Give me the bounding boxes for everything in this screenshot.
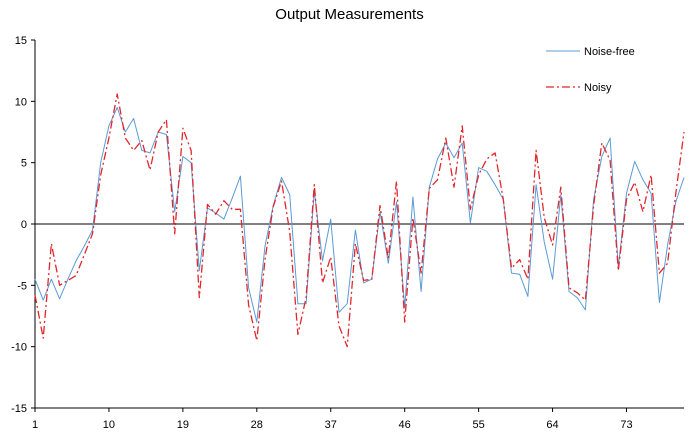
- y-tick-label: -15: [11, 403, 27, 415]
- series-line-noise-free: [34, 107, 685, 323]
- y-tick-label: -10: [11, 342, 27, 354]
- legend-label: Noise-free: [584, 46, 635, 58]
- x-tick-label: 28: [251, 419, 263, 431]
- legend-label: Noisy: [584, 82, 612, 94]
- x-tick-label: 19: [177, 419, 189, 431]
- series-line-noisy: [34, 93, 685, 348]
- y-tick-label: -5: [17, 280, 27, 292]
- chart-title: Output Measurements: [275, 6, 424, 23]
- y-tick-label: 0: [21, 219, 27, 231]
- x-tick-label: 64: [546, 419, 558, 431]
- x-tick-label: 55: [472, 419, 484, 431]
- x-tick-label: 1: [32, 419, 38, 431]
- x-tick-label: 73: [620, 419, 632, 431]
- y-tick-label: 5: [21, 158, 27, 170]
- y-tick-label: 10: [15, 96, 27, 108]
- x-tick-label: 46: [399, 419, 411, 431]
- x-tick-label: 10: [103, 419, 115, 431]
- y-tick-label: 15: [15, 35, 27, 47]
- x-tick-label: 37: [325, 419, 337, 431]
